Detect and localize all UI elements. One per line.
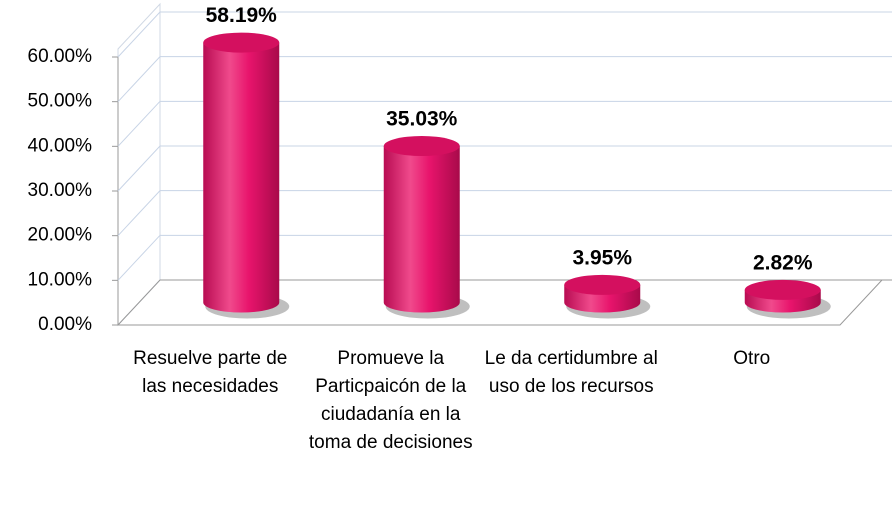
grid-line xyxy=(117,100,892,147)
y-tick-label: 60.00% xyxy=(28,46,93,67)
value-label: 58.19% xyxy=(206,4,278,27)
grid-line xyxy=(117,190,892,237)
x-tick-label: Le da certidumbre al uso de los recursos xyxy=(484,348,658,397)
y-tick-label: 50.00% xyxy=(28,91,93,112)
grid-line xyxy=(117,145,892,192)
bar-top xyxy=(564,274,641,295)
bar-top xyxy=(744,279,821,300)
y-tick-label: 0.00% xyxy=(38,314,92,335)
bar xyxy=(383,146,460,313)
y-tick-label: 10.00% xyxy=(28,269,93,290)
bar-top xyxy=(383,136,460,157)
grid-line xyxy=(117,11,892,58)
floor xyxy=(118,279,883,326)
grid-line xyxy=(117,234,892,281)
y-tick-label: 30.00% xyxy=(28,180,93,201)
grid-line xyxy=(117,279,892,326)
x-tick-label: Promueve la Particpaicón de la ciudadaní… xyxy=(308,348,473,453)
y-tick-label: 20.00% xyxy=(28,225,93,246)
y-tick-label: 40.00% xyxy=(28,135,93,156)
x-tick-label: Resuelve parte de las necesidades xyxy=(133,348,288,397)
value-label: 2.82% xyxy=(753,251,813,274)
bar-top xyxy=(203,32,280,53)
bar xyxy=(203,42,280,313)
value-label: 35.03% xyxy=(386,108,458,131)
back-wall xyxy=(117,2,161,327)
grid-line xyxy=(117,56,892,103)
x-tick-label: Otro xyxy=(733,348,771,369)
value-label: 3.95% xyxy=(572,246,632,269)
